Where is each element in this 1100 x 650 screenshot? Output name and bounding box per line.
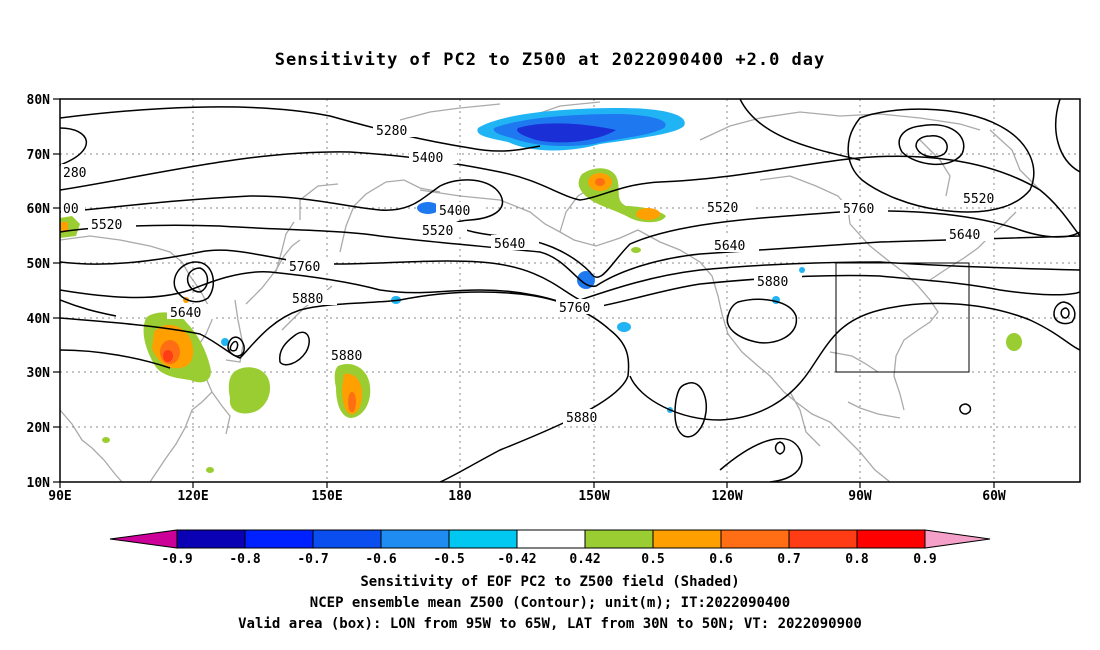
axis-ticks <box>53 98 995 488</box>
contour-label: 5760 <box>843 202 874 217</box>
lat-label: 60N <box>27 202 51 217</box>
colorbar-box <box>856 529 926 549</box>
colorbar-box <box>788 529 858 549</box>
contour-label: 5640 <box>170 306 201 321</box>
colorbar-box <box>312 529 382 549</box>
colorbar-label: -0.9 <box>161 552 192 567</box>
contour-label: 5280 <box>376 124 407 139</box>
lat-label: 50N <box>27 257 51 272</box>
colorbar-label: 0.6 <box>709 552 733 567</box>
caption-line: NCEP ensemble mean Z500 (Contour); unit(… <box>309 595 791 611</box>
lat-label: 10N <box>27 476 51 491</box>
lon-label: 120E <box>177 489 208 504</box>
colorbar-box <box>380 529 450 549</box>
contour-label: 5880 <box>292 292 323 307</box>
sensitivity-shading <box>60 108 1022 473</box>
lat-label: 40N <box>27 312 51 327</box>
map-frame <box>59 98 1081 483</box>
chart-title: Sensitivity of PC2 to Z500 at 2022090400… <box>274 50 826 70</box>
contour-label: 5760 <box>559 301 590 316</box>
colorbar-box <box>176 529 246 549</box>
lon-label: 90E <box>48 489 71 504</box>
colorbar-label: 0.8 <box>845 552 869 567</box>
contour-label: 00 <box>63 202 79 217</box>
coastlines <box>60 101 1041 482</box>
lat-label: 70N <box>27 148 51 163</box>
colorbar-label: -0.5 <box>433 552 464 567</box>
longitude-labels: 90E 120E 150E 180 150W 120W 90W 60W <box>48 489 1006 504</box>
contour-label: 5400 <box>439 204 470 219</box>
contour-label: 5640 <box>949 228 980 243</box>
contour-label: 5400 <box>412 151 443 166</box>
lon-label: 60W <box>982 489 1006 504</box>
colorbar-box <box>244 529 314 549</box>
grid-lines <box>60 99 1080 482</box>
lon-label: 120W <box>711 489 742 504</box>
lat-label: 20N <box>27 421 51 436</box>
contour-label: 5880 <box>757 275 788 290</box>
contour-label: 5880 <box>566 411 597 426</box>
colorbar-arrow-right <box>924 529 991 549</box>
caption: Sensitivity of EOF PC2 to Z500 field (Sh… <box>0 572 1100 635</box>
colorbar-label: -0.7 <box>297 552 328 567</box>
lat-label: 80N <box>27 93 51 108</box>
caption-line: Sensitivity of EOF PC2 to Z500 field (Sh… <box>360 574 740 590</box>
negative-sensitivity-regions <box>221 108 805 413</box>
contour-label: 5760 <box>289 260 320 275</box>
lon-label: 150W <box>578 489 609 504</box>
contour-label: 5640 <box>494 237 525 252</box>
colorbar: -0.9 -0.8 -0.7 -0.6 -0.5 -0.42 0.42 0.5 … <box>109 529 991 567</box>
colorbar-box <box>584 529 654 549</box>
colorbar-label: 0.5 <box>641 552 664 567</box>
colorbar-box <box>448 529 518 549</box>
colorbar-label: 0.7 <box>777 552 800 567</box>
lat-label: 30N <box>27 366 51 381</box>
caption-line: Valid area (box): LON from 95W to 65W, L… <box>238 616 862 632</box>
contour-label: 5880 <box>331 349 362 364</box>
colorbar-label: -0.6 <box>365 552 396 567</box>
latitude-labels: 80N 70N 60N 50N 40N 30N 20N 10N <box>27 93 51 491</box>
valid-area-box <box>835 262 970 373</box>
contour-label: 5520 <box>91 218 122 233</box>
lon-label: 150E <box>311 489 342 504</box>
colorbar-box <box>516 529 586 549</box>
contour-labels: 5280 5400 5400 5520 5520 5520 5640 5640 … <box>61 122 1008 426</box>
colorbar-label: 0.42 <box>569 552 600 567</box>
contour-label: 5520 <box>422 224 453 239</box>
lon-label: 180 <box>448 489 472 504</box>
colorbar-label: -0.42 <box>497 552 536 567</box>
colorbar-arrow-left <box>109 529 178 549</box>
colorbar-label: 0.9 <box>913 552 936 567</box>
colorbar-box <box>652 529 722 549</box>
lon-label: 90W <box>848 489 872 504</box>
contour-label: 280 <box>63 166 86 181</box>
colorbar-box <box>720 529 790 549</box>
contour-label: 5640 <box>714 239 745 254</box>
contour-label: 5520 <box>963 192 994 207</box>
colorbar-label: -0.8 <box>229 552 260 567</box>
contour-label: 5520 <box>707 201 738 216</box>
